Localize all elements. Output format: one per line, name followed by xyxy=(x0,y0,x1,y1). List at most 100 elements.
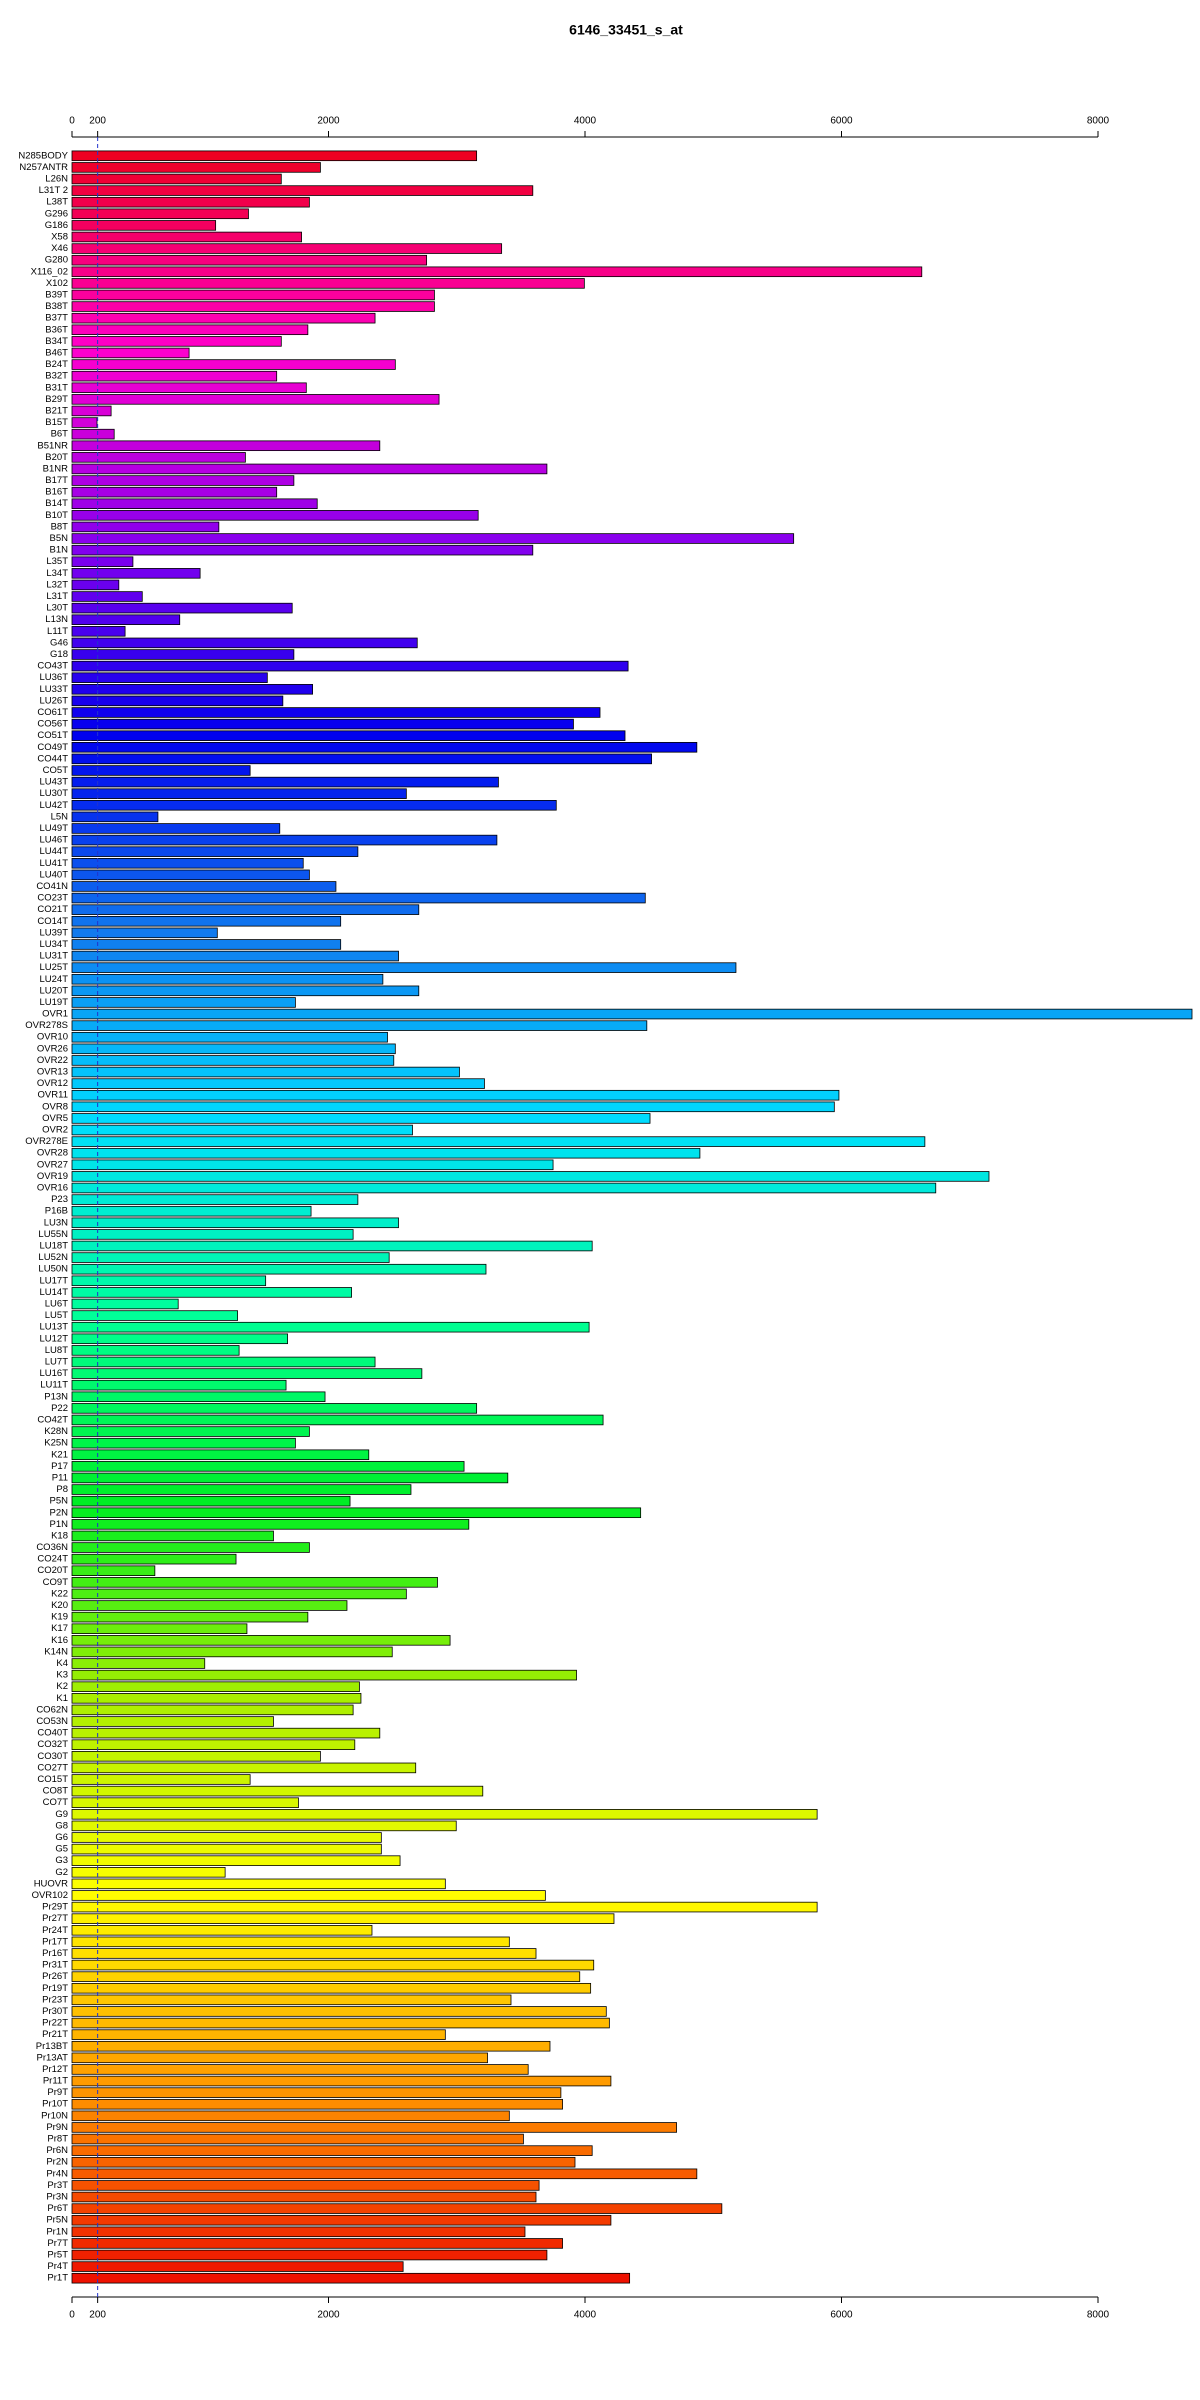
y-tick-label: B32T xyxy=(45,371,68,382)
y-tick-label: LU11T xyxy=(40,1380,68,1391)
y-tick-label: LU33T xyxy=(39,684,68,695)
y-tick-label: B29T xyxy=(45,394,68,405)
y-tick-label: B34T xyxy=(45,336,68,347)
y-tick-label: G2 xyxy=(55,1867,68,1878)
bar xyxy=(71,1403,478,1414)
bar xyxy=(71,1530,274,1542)
bar xyxy=(71,660,629,672)
bar xyxy=(71,695,284,707)
bar xyxy=(71,1310,238,1321)
bar xyxy=(71,2261,404,2272)
y-tick-label: X102 xyxy=(46,278,68,289)
bar xyxy=(71,1136,926,1147)
bar xyxy=(71,1704,354,1716)
bar xyxy=(71,533,795,544)
y-tick-label: LU25T xyxy=(39,962,68,973)
y-tick-label: OVR102 xyxy=(32,1890,68,1901)
bar xyxy=(71,973,384,985)
y-tick-label: LU41T xyxy=(39,858,68,869)
bar xyxy=(71,2214,612,2226)
y-tick-label: Pr31T xyxy=(42,1960,68,1971)
y-tick-label: G5 xyxy=(55,1844,68,1855)
bar xyxy=(71,1414,604,1426)
bar xyxy=(71,440,381,452)
y-tick-label: OVR8 xyxy=(42,1101,68,1112)
y-tick-label: B14T xyxy=(45,498,68,509)
y-tick-label: P2N xyxy=(50,1507,69,1518)
bar xyxy=(71,626,126,637)
y-tick-label: CO61T xyxy=(37,707,68,718)
y-tick-label: Pr12T xyxy=(42,2064,68,2075)
bar xyxy=(71,672,268,683)
y-tick-label: K4 xyxy=(56,1658,68,1669)
bar xyxy=(71,1217,399,1229)
bar xyxy=(71,220,217,231)
y-tick-label: LU44T xyxy=(39,846,68,857)
y-tick-label: LU8T xyxy=(45,1345,68,1356)
y-tick-label: B1NR xyxy=(43,463,68,474)
y-tick-label: P1N xyxy=(50,1519,69,1530)
bar xyxy=(71,1379,287,1391)
y-tick-label: B37T xyxy=(45,313,68,324)
y-tick-label: Pr3T xyxy=(47,2180,68,2191)
bar xyxy=(71,1437,296,1449)
y-tick-label: L13N xyxy=(45,614,68,625)
bar xyxy=(71,1101,835,1113)
bar xyxy=(71,2191,537,2203)
y-tick-label: B51NR xyxy=(37,440,68,451)
y-tick-label: X58 xyxy=(51,231,68,242)
bar xyxy=(71,1901,818,1913)
bar xyxy=(71,2052,488,2064)
bar xyxy=(71,452,246,463)
y-tick-label: Pr13AT xyxy=(36,2052,68,2063)
bar xyxy=(71,2145,593,2156)
y-tick-label: LU34T xyxy=(39,939,68,950)
bar xyxy=(71,637,418,649)
bar xyxy=(71,1287,352,1298)
bar xyxy=(71,2156,576,2168)
bar xyxy=(71,707,601,718)
y-tick-label: B8T xyxy=(51,521,69,532)
bar xyxy=(71,1785,484,1797)
bar xyxy=(71,1948,537,1959)
y-tick-label: K19 xyxy=(51,1612,68,1623)
bar xyxy=(71,1681,360,1692)
x-tick-label: 2000 xyxy=(317,2310,340,2321)
bar xyxy=(71,2122,677,2133)
y-tick-label: G296 xyxy=(45,208,68,219)
y-tick-label: B15T xyxy=(45,417,68,428)
bar xyxy=(71,1147,701,1159)
y-tick-label: K14N xyxy=(44,1646,68,1657)
bar xyxy=(71,1252,390,1263)
bar xyxy=(71,1368,423,1379)
bar xyxy=(71,823,281,834)
chart-title: 6146_33451_s_at xyxy=(569,22,683,38)
bar xyxy=(71,289,435,301)
y-tick-label: B5N xyxy=(50,533,69,544)
y-tick-label: OVR2 xyxy=(42,1125,68,1136)
bar xyxy=(71,1031,388,1043)
y-tick-label: LU26T xyxy=(39,695,68,706)
y-tick-label: CO40T xyxy=(37,1728,68,1739)
bar xyxy=(71,1484,412,1495)
y-tick-label: B6T xyxy=(51,429,69,440)
y-tick-label: CO27T xyxy=(37,1762,68,1773)
bar xyxy=(71,173,282,185)
bar xyxy=(71,2075,612,2087)
y-tick-label: OVR5 xyxy=(42,1113,68,1124)
y-tick-label: CO41N xyxy=(36,881,68,892)
bar xyxy=(71,1472,509,1484)
y-tick-label: OVR278S xyxy=(25,1020,68,1031)
bar xyxy=(71,1020,648,1031)
bar xyxy=(71,2087,562,2098)
y-tick-label: LU12T xyxy=(39,1333,68,1344)
y-tick-label: P8 xyxy=(56,1484,68,1495)
bar xyxy=(71,2203,723,2214)
bar xyxy=(71,1229,354,1240)
bar xyxy=(71,2017,610,2029)
bar xyxy=(71,1867,226,1878)
y-tick-label: LU50N xyxy=(38,1264,68,1275)
bar xyxy=(71,1078,485,1089)
y-tick-label: CO62N xyxy=(36,1704,68,1715)
